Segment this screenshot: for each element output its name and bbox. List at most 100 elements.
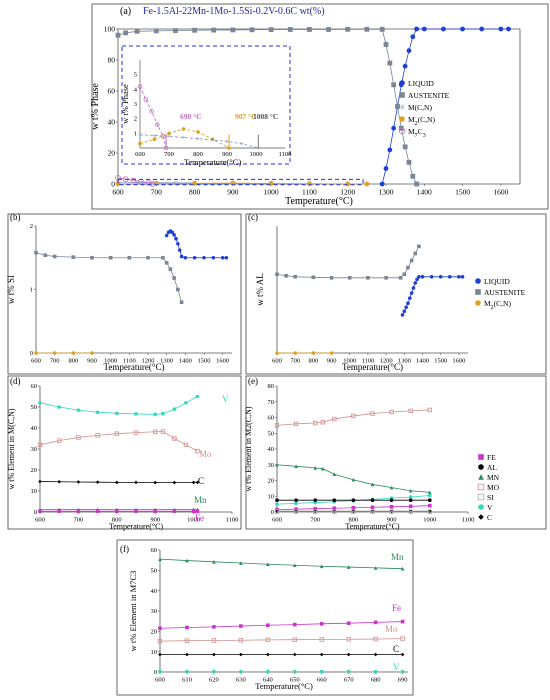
panel-d-xtick-label: 800 [112, 517, 122, 524]
panel-a-inset-point-m-c-n: ✳ [210, 138, 214, 144]
panel-a-xtick-label: 1200 [340, 188, 355, 197]
panel-d-series-label-mo: Mo [199, 449, 212, 459]
panel-a-inset-point-m-c-n: ✳ [256, 146, 260, 152]
panel-f-point-c [292, 652, 297, 657]
panel-f-point-v [373, 669, 378, 674]
panel-c-point-austenite [402, 272, 407, 277]
panel-d-xtick-label: 700 [74, 517, 84, 524]
panel-b-point-liquid [164, 233, 169, 238]
panel-a-point-austenite [387, 60, 393, 66]
panel-c-legend-label-liquid: LIQUID [484, 277, 510, 286]
panel-a-point-m7c3 [130, 177, 137, 184]
panel-d-point-mo [195, 448, 200, 454]
panel-c-y-label: w t% AL [255, 273, 265, 306]
panel-f-series-fe-line [159, 621, 403, 629]
panel-f-point-c [158, 652, 162, 657]
panel-a-legend-label-m-c-n: M(C,N) [408, 103, 432, 112]
panel-f-point-mo [184, 638, 190, 643]
panel-d-point-fe [95, 509, 100, 513]
panel-c-xtick-label: 900 [327, 358, 337, 365]
panel-d-series-v-line [39, 396, 198, 415]
panel-d-point-c [95, 480, 100, 484]
panel-d-point-fe [76, 509, 81, 513]
panel-a-inset-xtick-label: 700 [164, 151, 174, 158]
panel-e-point-v [275, 502, 279, 506]
panel-a-xtick-label: 1100 [302, 188, 317, 197]
panel-e-point-al [332, 498, 337, 502]
panel-e-point-si [312, 509, 318, 514]
panel-f-xtick-label: 670 [344, 677, 354, 684]
panel-a-series-liquid-line [381, 28, 509, 185]
panel-e-point-mn [313, 466, 317, 470]
panel-e-point-mo [370, 411, 375, 416]
panel-f-y-label: w t% Element in M7C3 [128, 571, 138, 652]
panel-f-ytick-label: 10 [151, 649, 158, 656]
panel-a-point-austenite [379, 26, 385, 32]
panel-e-ytick-label: 50 [268, 430, 275, 437]
panel-e-point-mo [427, 407, 432, 413]
panel-d-xtick-label: 600 [35, 517, 45, 524]
panel-a-inset-annotation-3: 1008 °C [253, 112, 278, 121]
panel-f-xtick-label: 600 [155, 677, 165, 684]
panel-a-point-austenite [410, 173, 416, 179]
panel-e-frame [245, 375, 547, 530]
panel-d-chart: (d) 600 700 800 900 1000 1100 0 10 20 30 40 50 60 Temp… [7, 375, 242, 531]
panel-d-series-label-fe: Fe [195, 513, 204, 523]
panel-d-ytick-label: 40 [31, 425, 38, 432]
panel-f-point-fe [158, 626, 162, 631]
panel-f-point-mn [266, 562, 270, 567]
panel-c-point-liquid [400, 313, 405, 317]
panel-d-point-mo [152, 429, 158, 434]
panel-d-point-v [172, 407, 177, 411]
panel-e-legend-marker-mo [477, 483, 485, 491]
panel-b-series-austenite-line [35, 252, 182, 303]
panel-d-ytick-label: 20 [31, 467, 38, 474]
panel-b-xtick-label: 600 [31, 358, 41, 365]
panel-a-y-label: w t% Phase [90, 83, 101, 130]
panel-f-point-mn [373, 566, 378, 570]
panel-d-point-v [161, 411, 165, 416]
panel-c-point-m2-c-n [275, 351, 279, 355]
panel-f-point-v [346, 669, 351, 674]
panel-e-legend-marker-al [478, 464, 484, 470]
panel-f-point-mn [212, 559, 216, 564]
panel-e-chart: (e) 600 700 800 900 1000 1100 0 10 20 30 40 50 60 70 80… [244, 375, 547, 531]
panel-c-point-austenite [409, 258, 414, 263]
panel-a-inset-point-m7c3 [143, 97, 148, 102]
panel-b-point-liquid [170, 230, 175, 235]
panel-a-series-m7c3-line [117, 177, 153, 185]
panel-d-point-fe [195, 509, 200, 513]
panel-label-f: (f) [120, 544, 129, 554]
panel-a-point-austenite [211, 27, 217, 33]
panel-e-ytick-label: 70 [268, 399, 275, 406]
panel-e-point-mn [370, 482, 375, 487]
panel-d-point-c [153, 480, 157, 485]
panel-c-point-liquid [448, 275, 452, 279]
panel-c-xtick-label: 1600 [452, 358, 465, 365]
panel-e-point-fe [408, 504, 413, 509]
panel-a-point-m2-c-n [364, 181, 370, 187]
panel-c-xtick-label: 800 [309, 358, 319, 365]
panel-a-inset-ytick-label: 3 [134, 101, 137, 108]
panel-b-y-label: w t% SI [6, 275, 16, 304]
panel-e-point-mo [351, 413, 356, 419]
panel-b-point-austenite [146, 255, 150, 260]
panel-e-point-mo [389, 409, 394, 415]
panel-e-point-fe [428, 503, 432, 508]
panel-a-xtick-label: 600 [112, 188, 124, 197]
panel-e-point-mo [293, 421, 299, 426]
panel-a-inset-point-m-c-n: ✳ [225, 139, 229, 145]
panel-a-xtick-label: 1500 [455, 188, 470, 197]
panel-f-chart: (f) 600 610 620 630 640 650 660 670 680 690 0 10 20 30… [116, 539, 414, 696]
panel-a-ytick-label: 60 [108, 87, 116, 96]
panel-c-legend-marker-austenite [475, 289, 481, 295]
panel-c-xtick-label: 600 [272, 358, 282, 365]
panel-b-point-liquid [172, 233, 176, 237]
panel-a-zoom-box [117, 178, 364, 186]
panel-c-point-m2-c-n [293, 351, 297, 355]
panel-f-point-fe [373, 620, 378, 625]
panel-f-xtick-label: 620 [209, 677, 219, 684]
panel-d-point-c [38, 479, 42, 484]
panel-b-point-m2-c-n [34, 351, 38, 355]
panel-a-ytick-label: 0 [111, 180, 115, 189]
